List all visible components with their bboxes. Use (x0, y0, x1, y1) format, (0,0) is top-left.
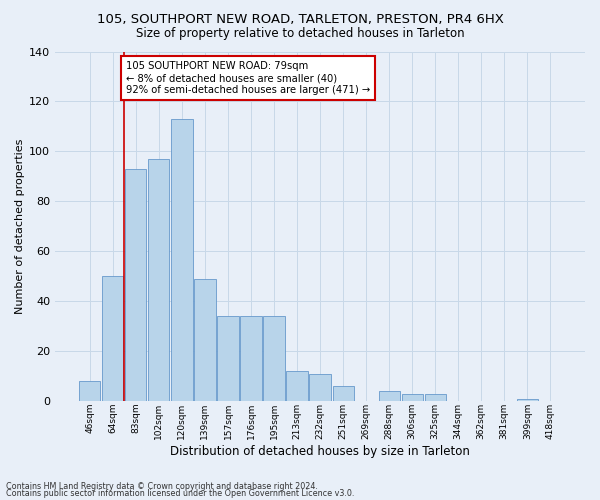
Y-axis label: Number of detached properties: Number of detached properties (15, 138, 25, 314)
Bar (125, 169, 146, 401)
Text: 105, SOUTHPORT NEW ROAD, TARLETON, PRESTON, PR4 6HX: 105, SOUTHPORT NEW ROAD, TARLETON, PREST… (97, 12, 503, 26)
Text: 105 SOUTHPORT NEW ROAD: 79sqm
← 8% of detached houses are smaller (40)
92% of se: 105 SOUTHPORT NEW ROAD: 79sqm ← 8% of de… (125, 62, 370, 94)
Bar (102, 276, 124, 401)
Bar (310, 374, 331, 401)
Bar (79, 381, 100, 401)
Bar (425, 394, 446, 401)
Text: Size of property relative to detached houses in Tarleton: Size of property relative to detached ho… (136, 28, 464, 40)
X-axis label: Distribution of detached houses by size in Tarleton: Distribution of detached houses by size … (170, 444, 470, 458)
Bar (217, 316, 239, 401)
Bar (241, 316, 262, 401)
Bar (194, 279, 215, 401)
Bar (263, 316, 284, 401)
Bar (401, 394, 423, 401)
Bar (379, 391, 400, 401)
Bar (286, 371, 308, 401)
Text: Contains public sector information licensed under the Open Government Licence v3: Contains public sector information licen… (6, 489, 355, 498)
Bar (172, 119, 193, 401)
Bar (148, 159, 169, 401)
Text: Contains HM Land Registry data © Crown copyright and database right 2024.: Contains HM Land Registry data © Crown c… (6, 482, 318, 491)
Bar (517, 398, 538, 401)
Bar (332, 386, 353, 401)
